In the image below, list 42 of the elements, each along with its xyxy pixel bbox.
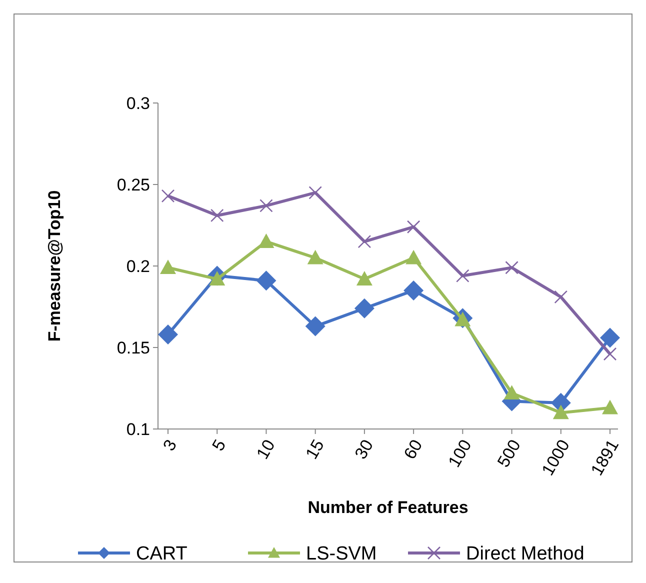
legend-label: CART [136,544,188,565]
point [600,328,620,348]
x-tick-label: 3 [159,436,181,454]
point [602,400,618,414]
x-tick-label: 10 [252,436,279,462]
point [504,385,520,400]
point [358,234,372,248]
point [505,260,518,274]
x-tick-label: 15 [302,436,328,462]
point [404,280,424,300]
x-tick-label: 60 [400,436,426,462]
point [307,250,324,264]
point [354,298,374,318]
point [161,189,175,203]
point [260,199,273,212]
y-tick-label: 0.1 [126,420,150,439]
point [552,404,569,420]
point [356,271,372,286]
x-axis-title: Number of Features [308,498,468,517]
x-tick-label: 5 [208,436,230,454]
legend-label: LS-SVM [306,544,377,565]
point [210,208,224,222]
point [406,250,422,264]
point [308,186,322,200]
point [406,220,420,234]
point [603,347,617,361]
y-tick-label: 0.15 [116,338,150,358]
point [258,234,274,248]
y-axis-title: F-measure@Top10 [45,190,64,342]
point [160,260,176,274]
x-tick-label: 30 [351,436,378,462]
point [456,269,470,282]
legend-label: Direct Method [466,544,584,565]
point [305,316,326,336]
y-tick-label: 0.2 [126,256,150,276]
y-tick-label: 0.3 [126,94,150,113]
x-tick-label: 100 [444,436,476,471]
y-tick-label: 0.25 [116,175,150,194]
x-tick-label: 500 [494,436,524,471]
point [256,270,276,291]
point [158,324,178,344]
point [554,290,568,304]
